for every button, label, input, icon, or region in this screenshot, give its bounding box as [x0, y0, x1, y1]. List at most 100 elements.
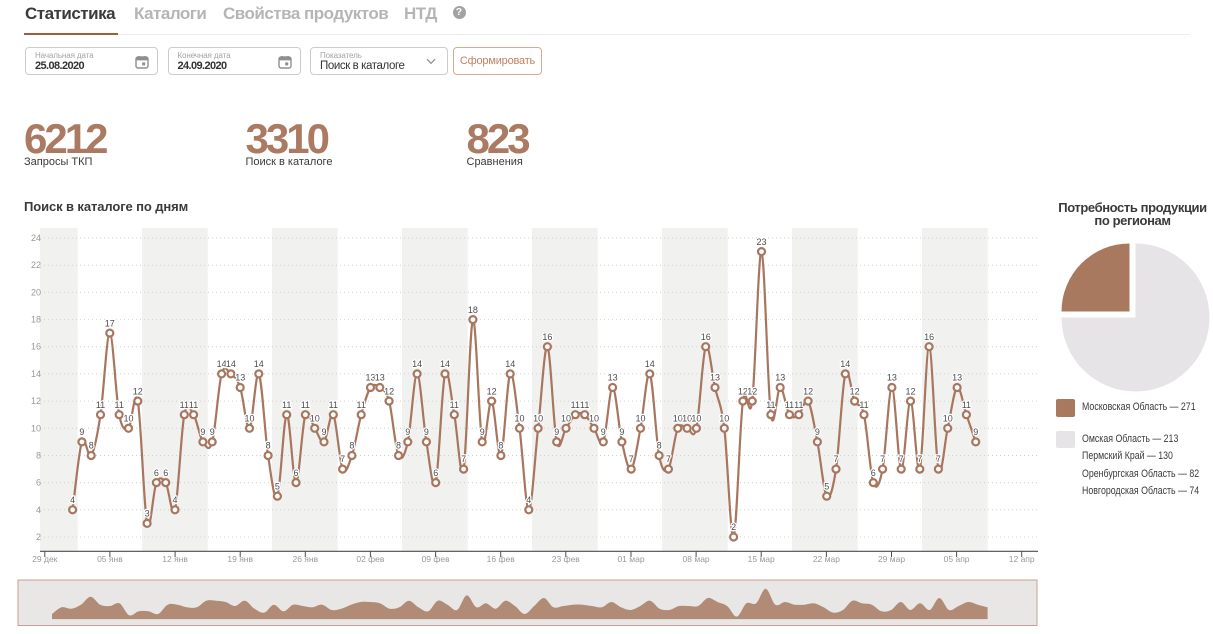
svg-text:2: 2 [731, 522, 736, 532]
svg-text:05 янв: 05 янв [97, 554, 123, 564]
svg-text:8: 8 [657, 441, 662, 451]
svg-text:13: 13 [235, 373, 245, 383]
svg-text:11: 11 [357, 400, 366, 410]
svg-text:14: 14 [217, 359, 227, 369]
svg-text:9: 9 [601, 427, 606, 437]
svg-text:4: 4 [172, 495, 177, 505]
svg-text:7: 7 [666, 454, 671, 464]
svg-text:16 фев: 16 фев [487, 554, 516, 564]
svg-text:23: 23 [756, 237, 766, 247]
svg-text:13: 13 [365, 373, 375, 383]
svg-text:14: 14 [254, 359, 264, 369]
svg-text:10: 10 [719, 414, 729, 424]
svg-text:11: 11 [962, 400, 971, 410]
svg-text:10: 10 [561, 414, 571, 424]
svg-text:8: 8 [396, 441, 401, 451]
svg-text:10: 10 [682, 414, 692, 424]
svg-text:8: 8 [89, 441, 94, 451]
svg-text:11: 11 [329, 400, 338, 410]
svg-text:16: 16 [924, 332, 934, 342]
svg-text:11: 11 [450, 400, 459, 410]
svg-text:12 янв: 12 янв [162, 554, 188, 564]
svg-text:6: 6 [36, 478, 41, 488]
svg-text:11: 11 [301, 400, 310, 410]
svg-text:5: 5 [824, 481, 829, 491]
svg-text:7: 7 [899, 454, 904, 464]
svg-text:6: 6 [871, 468, 876, 478]
svg-text:12 апр: 12 апр [1009, 554, 1035, 564]
svg-text:13: 13 [887, 373, 897, 383]
svg-text:23 фев: 23 фев [552, 554, 581, 564]
svg-text:17: 17 [105, 318, 115, 328]
svg-text:13: 13 [608, 373, 618, 383]
svg-text:18: 18 [468, 305, 478, 315]
svg-text:11: 11 [571, 400, 580, 410]
svg-text:6: 6 [433, 468, 438, 478]
svg-text:4: 4 [70, 495, 75, 505]
svg-text:7: 7 [340, 454, 345, 464]
svg-text:8: 8 [36, 451, 41, 461]
svg-text:2: 2 [36, 532, 41, 542]
svg-text:13: 13 [710, 373, 720, 383]
svg-text:26 янв: 26 янв [292, 554, 318, 564]
svg-text:9: 9 [480, 427, 485, 437]
svg-text:10: 10 [589, 414, 599, 424]
svg-text:9: 9 [200, 427, 205, 437]
svg-text:11: 11 [794, 400, 803, 410]
svg-text:22 мар: 22 мар [813, 554, 840, 564]
svg-text:7: 7 [917, 454, 922, 464]
svg-text:3: 3 [145, 509, 150, 519]
svg-text:12: 12 [747, 386, 757, 396]
svg-text:11: 11 [115, 400, 124, 410]
svg-text:18: 18 [31, 315, 41, 325]
svg-text:8: 8 [498, 441, 503, 451]
svg-text:13: 13 [375, 373, 385, 383]
svg-text:11: 11 [766, 400, 775, 410]
svg-text:14: 14 [440, 359, 450, 369]
svg-text:15 мар: 15 мар [748, 554, 775, 564]
svg-text:6: 6 [163, 468, 168, 478]
svg-text:11: 11 [282, 400, 291, 410]
svg-text:8: 8 [349, 441, 354, 451]
svg-text:10: 10 [533, 414, 543, 424]
svg-text:12: 12 [905, 386, 915, 396]
svg-text:11: 11 [859, 400, 868, 410]
svg-text:12: 12 [384, 386, 394, 396]
svg-text:16: 16 [542, 332, 552, 342]
svg-text:19 янв: 19 янв [227, 554, 253, 564]
svg-text:12: 12 [133, 386, 143, 396]
svg-text:24: 24 [31, 233, 41, 243]
svg-text:11: 11 [180, 400, 189, 410]
svg-text:10: 10 [123, 414, 133, 424]
svg-text:05 апр: 05 апр [944, 554, 970, 564]
svg-text:10: 10 [244, 414, 254, 424]
svg-text:7: 7 [880, 454, 885, 464]
svg-text:12: 12 [31, 396, 41, 406]
svg-text:13: 13 [775, 373, 785, 383]
svg-text:9: 9 [973, 427, 978, 437]
svg-text:02 фев: 02 фев [356, 554, 385, 564]
svg-text:9: 9 [619, 427, 624, 437]
svg-text:10: 10 [514, 414, 524, 424]
svg-text:14: 14 [226, 359, 236, 369]
svg-text:11: 11 [96, 400, 105, 410]
svg-text:7: 7 [461, 454, 466, 464]
svg-text:20: 20 [31, 287, 41, 297]
svg-text:14: 14 [412, 359, 422, 369]
svg-text:12: 12 [738, 386, 748, 396]
svg-text:9: 9 [424, 427, 429, 437]
svg-text:4: 4 [36, 505, 41, 515]
svg-text:11: 11 [580, 400, 589, 410]
svg-text:9: 9 [79, 427, 84, 437]
svg-text:14: 14 [840, 359, 850, 369]
svg-text:9: 9 [554, 427, 559, 437]
svg-text:13: 13 [952, 373, 962, 383]
svg-text:14: 14 [505, 359, 515, 369]
svg-text:7: 7 [936, 454, 941, 464]
svg-text:09 фев: 09 фев [422, 554, 451, 564]
svg-text:01 мар: 01 мар [617, 554, 644, 564]
svg-text:11: 11 [189, 400, 198, 410]
svg-text:9: 9 [405, 427, 410, 437]
svg-text:12: 12 [487, 386, 497, 396]
svg-text:5: 5 [275, 481, 280, 491]
